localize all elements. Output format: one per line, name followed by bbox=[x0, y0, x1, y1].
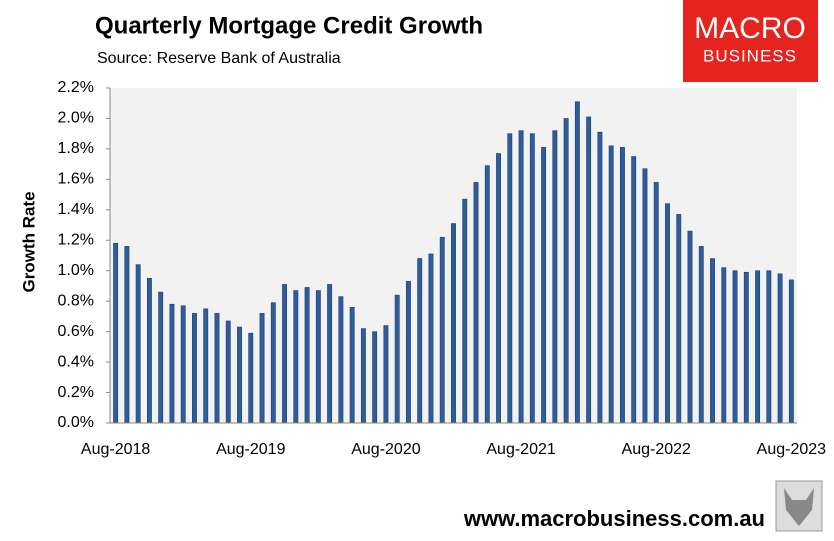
bar bbox=[394, 294, 400, 424]
bar bbox=[788, 279, 794, 424]
bar bbox=[360, 328, 366, 424]
bar bbox=[676, 214, 682, 424]
x-tick-label: Aug-2023 bbox=[757, 441, 826, 458]
bar bbox=[484, 165, 490, 424]
y-tick-label: 2.2% bbox=[58, 79, 94, 96]
bar bbox=[710, 258, 715, 424]
bar bbox=[270, 302, 276, 424]
y-tick-label: 1.0% bbox=[58, 262, 94, 279]
bar bbox=[777, 273, 783, 424]
bar bbox=[158, 291, 164, 424]
bar bbox=[180, 305, 186, 424]
bar bbox=[293, 290, 299, 424]
bar bbox=[496, 153, 501, 424]
bar bbox=[113, 243, 119, 424]
bar bbox=[406, 281, 411, 424]
y-tick-label: 1.2% bbox=[58, 231, 94, 248]
y-tick-label: 1.8% bbox=[58, 140, 94, 157]
bar bbox=[743, 271, 749, 424]
bar bbox=[518, 130, 524, 424]
y-tick-label: 0.6% bbox=[58, 323, 94, 340]
logo-text: BUSINESS bbox=[703, 46, 797, 65]
bar bbox=[124, 246, 130, 424]
bar bbox=[619, 147, 625, 424]
bar bbox=[653, 182, 659, 424]
bar bbox=[203, 308, 209, 424]
bar bbox=[597, 131, 603, 424]
bar bbox=[552, 130, 558, 424]
bar bbox=[462, 198, 468, 424]
bar bbox=[146, 278, 152, 424]
y-axis-label: Growth Rate bbox=[19, 191, 38, 292]
bar bbox=[586, 116, 592, 424]
bar bbox=[687, 230, 693, 424]
x-tick-label: Aug-2022 bbox=[622, 441, 691, 458]
bar bbox=[766, 270, 772, 424]
bar bbox=[192, 313, 197, 424]
bar bbox=[304, 287, 310, 424]
bar bbox=[169, 303, 175, 424]
bar bbox=[451, 223, 456, 424]
bar bbox=[259, 313, 265, 424]
bar bbox=[574, 101, 580, 424]
bar bbox=[237, 326, 242, 424]
bar bbox=[507, 133, 513, 424]
bar bbox=[755, 270, 761, 424]
y-tick-label: 0.8% bbox=[58, 292, 94, 309]
y-tick-label: 0.0% bbox=[58, 414, 94, 431]
wolf-icon bbox=[784, 488, 814, 526]
y-tick-label: 2.0% bbox=[58, 110, 94, 127]
bar bbox=[541, 147, 547, 424]
bar bbox=[563, 118, 569, 424]
bar bbox=[473, 182, 479, 424]
bar bbox=[225, 320, 231, 424]
logo-box bbox=[683, 0, 818, 82]
y-tick-label: 0.4% bbox=[58, 353, 94, 370]
bar bbox=[327, 284, 333, 424]
logo-text: MACRO bbox=[694, 12, 806, 45]
bar bbox=[282, 284, 288, 424]
y-tick-label: 1.4% bbox=[58, 201, 94, 218]
bar bbox=[665, 203, 670, 424]
bar bbox=[631, 156, 637, 424]
bar bbox=[135, 264, 141, 424]
chart-title: Quarterly Mortgage Credit Growth bbox=[95, 12, 483, 39]
bar bbox=[372, 331, 378, 424]
bar bbox=[732, 270, 738, 424]
bar bbox=[417, 258, 423, 424]
bar bbox=[428, 253, 434, 424]
bar bbox=[214, 313, 220, 424]
chart-subtitle: Source: Reserve Bank of Australia bbox=[97, 50, 341, 67]
x-tick-label: Aug-2020 bbox=[351, 441, 420, 458]
y-tick-label: 0.2% bbox=[58, 384, 94, 401]
bar bbox=[439, 236, 445, 424]
bar bbox=[608, 145, 614, 424]
x-tick-label: Aug-2021 bbox=[486, 441, 555, 458]
x-tick-label: Aug-2018 bbox=[81, 441, 150, 458]
bar bbox=[642, 168, 648, 424]
bar bbox=[315, 290, 321, 424]
bar bbox=[248, 332, 254, 424]
bar bbox=[383, 325, 389, 424]
y-tick-label: 1.6% bbox=[58, 171, 94, 188]
bar bbox=[338, 296, 344, 424]
bar bbox=[529, 133, 535, 424]
bar bbox=[721, 267, 727, 424]
footer-url: www.macrobusiness.com.au bbox=[463, 506, 765, 531]
x-tick-label: Aug-2019 bbox=[216, 441, 285, 458]
bar bbox=[698, 246, 704, 424]
bar bbox=[349, 306, 355, 424]
